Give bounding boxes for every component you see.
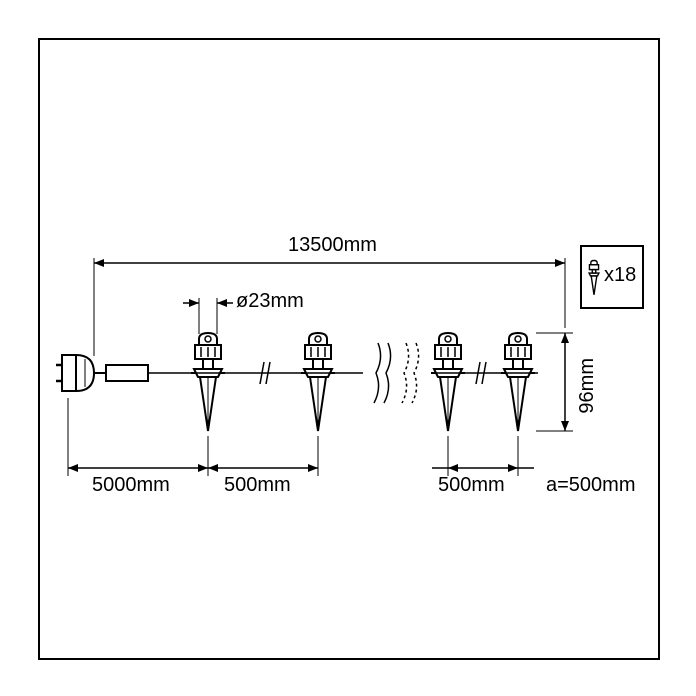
label-lead-cable: 5000mm — [92, 474, 170, 497]
dim-spacing-1 — [208, 436, 318, 476]
label-spacing-2: 500mm — [438, 474, 505, 497]
plug-icon — [56, 355, 148, 391]
spike-icon — [501, 333, 535, 431]
dim-spacing-2 — [432, 436, 534, 476]
label-diameter: ø23mm — [236, 290, 304, 313]
label-height: 96mm — [576, 358, 599, 414]
diagram-svg — [38, 38, 656, 656]
break-marks — [374, 343, 419, 403]
spike-icon — [431, 333, 465, 431]
label-spacing-1: 500mm — [224, 474, 291, 497]
label-count: x18 — [604, 264, 636, 287]
label-spacing-note: a=500mm — [546, 474, 636, 497]
dim-diameter — [183, 298, 233, 334]
diagram-content: 13500mm ø23mm 5000mm 500mm 500mm 96mm a=… — [38, 38, 656, 656]
dim-total-length — [94, 258, 565, 356]
spike-icon — [191, 333, 225, 431]
label-total-length: 13500mm — [288, 234, 377, 257]
dim-lead-cable — [68, 398, 208, 476]
spike-icon — [301, 333, 335, 431]
dim-height — [536, 333, 573, 431]
